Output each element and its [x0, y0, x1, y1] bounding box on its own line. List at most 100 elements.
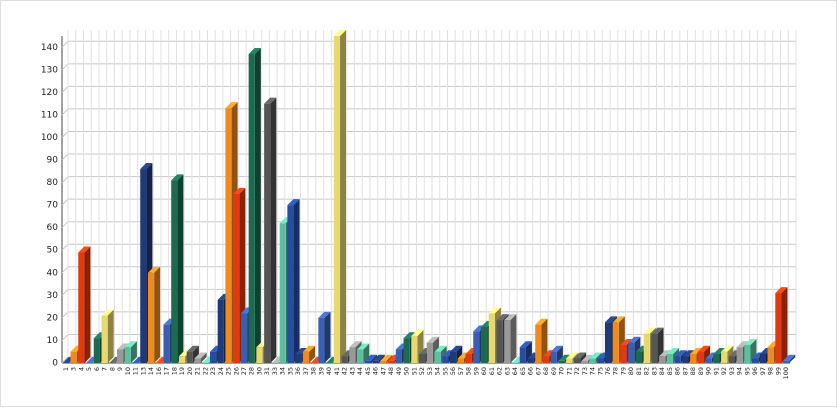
x-tick-label: 74	[589, 367, 597, 375]
x-tick-label: 81	[635, 367, 643, 375]
bar	[589, 358, 596, 363]
bar	[124, 347, 131, 363]
bar	[659, 356, 666, 363]
bar	[488, 313, 495, 363]
y-tick-label: 60	[47, 223, 59, 233]
x-tick-label: 33	[271, 367, 279, 375]
bar	[279, 223, 286, 363]
x-tick-label: 93	[728, 367, 736, 375]
bar	[442, 356, 449, 363]
bar-side	[293, 199, 300, 363]
bar-top	[264, 97, 277, 104]
x-tick-label: 18	[170, 367, 178, 375]
grid-side	[61, 266, 69, 274]
bar-side	[510, 314, 517, 363]
bar-side	[84, 246, 91, 363]
x-tick-label: 31	[263, 367, 271, 375]
grid-side	[61, 334, 69, 341]
bar	[93, 338, 100, 363]
bar	[752, 358, 759, 363]
bar-top	[147, 266, 161, 273]
x-tick-label: 73	[581, 367, 589, 375]
bar	[140, 169, 147, 363]
x-tick-label: 68	[542, 367, 550, 375]
bar-top	[674, 350, 687, 357]
bar	[240, 313, 248, 363]
bar	[697, 351, 705, 363]
x-tick-label: 38	[310, 367, 318, 375]
bar-side	[781, 287, 788, 363]
bar	[581, 360, 588, 363]
bar	[496, 320, 503, 363]
x-tick-label: 67	[534, 367, 542, 375]
bar-top	[295, 347, 308, 354]
x-tick-label: 19	[178, 367, 186, 375]
bar	[116, 349, 124, 363]
bar-side	[386, 354, 393, 363]
bar	[635, 351, 643, 363]
bar-top	[620, 338, 633, 345]
bar-top	[248, 48, 261, 55]
bar-top	[194, 352, 207, 359]
bar	[101, 315, 108, 363]
y-tick-label: 140	[41, 43, 58, 53]
bar-side	[371, 354, 378, 363]
bar-side	[580, 352, 587, 363]
bar-top	[721, 345, 734, 352]
bar-top	[225, 102, 238, 109]
x-tick-label: 40	[325, 367, 333, 375]
x-tick-label: 85	[666, 367, 674, 375]
bar-top	[302, 345, 316, 352]
bar-top	[744, 338, 757, 345]
bar-top	[643, 327, 656, 334]
bar-side	[340, 30, 347, 363]
x-tick-label: 22	[201, 367, 209, 375]
bar	[713, 353, 720, 363]
bar-top	[450, 345, 463, 352]
grid-side	[61, 176, 69, 183]
grid-side	[61, 86, 69, 93]
bar	[759, 353, 766, 363]
bar	[419, 353, 426, 363]
bar	[682, 356, 689, 363]
bar-side	[727, 345, 734, 363]
bar	[163, 324, 170, 363]
x-tick-label: 65	[519, 367, 527, 375]
x-tick-label: 16	[155, 367, 163, 375]
grid-side	[61, 288, 69, 296]
x-tick-label: 28	[248, 367, 256, 375]
bar	[728, 356, 736, 363]
x-tick-label: 14	[147, 367, 155, 375]
bar	[651, 333, 658, 363]
bar	[744, 344, 751, 363]
bar	[573, 358, 581, 363]
bar-top	[713, 347, 726, 354]
x-tick-label: 75	[596, 367, 604, 375]
bar-side	[177, 174, 184, 363]
bar	[473, 331, 480, 363]
bar-side	[200, 352, 207, 363]
x-tick-label: 100	[782, 367, 790, 379]
bar	[597, 358, 604, 363]
bar	[411, 335, 418, 363]
y-tick-label: 90	[47, 156, 59, 166]
x-tick-label: 51	[410, 367, 418, 375]
x-tick-label: 87	[681, 367, 689, 375]
x-tick-label: 63	[503, 367, 511, 375]
bar-top	[101, 309, 114, 316]
bar	[225, 108, 232, 363]
bar-top	[651, 327, 664, 334]
x-tick-label: 64	[511, 367, 519, 375]
bar-top	[318, 311, 331, 318]
bar-side	[192, 345, 199, 363]
bar-top	[535, 318, 548, 325]
x-tick-label: 7	[101, 367, 109, 371]
bar-top	[116, 343, 130, 350]
bar	[558, 360, 565, 363]
bar	[233, 193, 240, 363]
bar-side	[541, 318, 548, 363]
bar	[380, 360, 387, 363]
bar	[217, 299, 224, 363]
bar-top	[573, 352, 587, 359]
bar-top	[697, 345, 711, 352]
